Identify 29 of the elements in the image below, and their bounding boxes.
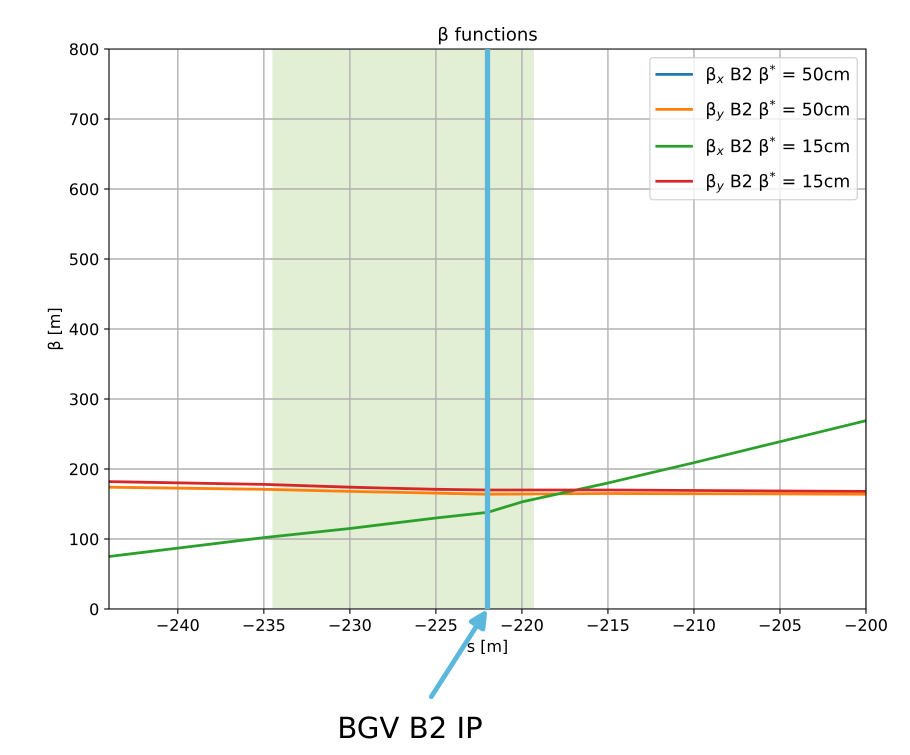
y-tick-label: 200 bbox=[70, 463, 98, 476]
y-axis-title: β [m] bbox=[48, 308, 64, 350]
x-tick-label: −220 bbox=[502, 619, 543, 632]
line-series bbox=[109, 486, 866, 496]
x-axis-title: s [m] bbox=[468, 640, 507, 654]
y-tick-label: 800 bbox=[70, 43, 98, 56]
x-tick-label: −205 bbox=[760, 619, 801, 632]
y-tick-label: 400 bbox=[70, 323, 98, 336]
y-tick-label: 0 bbox=[90, 603, 98, 616]
y-tick-label: 700 bbox=[70, 113, 98, 126]
x-tick-label: −230 bbox=[330, 619, 371, 632]
legend-label: β$_{x}$ B2 β$^{*}$ = 15cm bbox=[707, 136, 849, 156]
legend-label: β$_{y}$ B2 β$^{*}$ = 50cm bbox=[707, 100, 849, 121]
x-tick-label: −210 bbox=[674, 619, 715, 632]
chart-title: β functions bbox=[438, 26, 537, 44]
y-tick-label: 500 bbox=[70, 253, 98, 266]
x-tick-label: −200 bbox=[846, 619, 887, 632]
x-tick-label: −235 bbox=[244, 619, 284, 632]
line-series bbox=[109, 480, 866, 493]
ref-line-label: BGV B2 IP bbox=[340, 716, 482, 738]
x-tick-label: −240 bbox=[158, 619, 199, 632]
x-tick-label: −215 bbox=[588, 619, 628, 632]
legend-label: β$_{y}$ B2 β$^{*}$ = 15cm bbox=[707, 172, 849, 193]
y-tick-label: 600 bbox=[70, 183, 98, 196]
x-tick-label: −225 bbox=[416, 619, 456, 632]
y-tick-label: 300 bbox=[70, 393, 98, 406]
y-tick-label: 100 bbox=[70, 533, 98, 546]
line-series bbox=[109, 419, 866, 558]
legend-label: β$_{x}$ B2 β$^{*}$ = 50cm bbox=[707, 64, 849, 84]
